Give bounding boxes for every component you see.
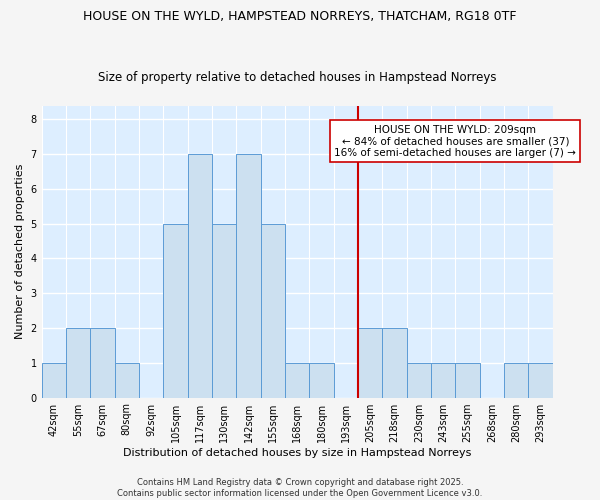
Bar: [358, 328, 382, 398]
Bar: [260, 224, 285, 398]
Bar: [529, 363, 553, 398]
Bar: [236, 154, 260, 398]
Bar: [212, 224, 236, 398]
X-axis label: Distribution of detached houses by size in Hampstead Norreys: Distribution of detached houses by size …: [123, 448, 472, 458]
Bar: [91, 328, 115, 398]
Text: HOUSE ON THE WYLD: 209sqm
← 84% of detached houses are smaller (37)
16% of semi-: HOUSE ON THE WYLD: 209sqm ← 84% of detac…: [334, 124, 576, 158]
Bar: [66, 328, 91, 398]
Text: HOUSE ON THE WYLD, HAMPSTEAD NORREYS, THATCHAM, RG18 0TF: HOUSE ON THE WYLD, HAMPSTEAD NORREYS, TH…: [83, 10, 517, 23]
Bar: [188, 154, 212, 398]
Bar: [382, 328, 407, 398]
Bar: [407, 363, 431, 398]
Title: Size of property relative to detached houses in Hampstead Norreys: Size of property relative to detached ho…: [98, 70, 496, 84]
Bar: [285, 363, 310, 398]
Y-axis label: Number of detached properties: Number of detached properties: [15, 164, 25, 339]
Bar: [163, 224, 188, 398]
Bar: [455, 363, 479, 398]
Bar: [310, 363, 334, 398]
Text: Contains HM Land Registry data © Crown copyright and database right 2025.
Contai: Contains HM Land Registry data © Crown c…: [118, 478, 482, 498]
Bar: [115, 363, 139, 398]
Bar: [41, 363, 66, 398]
Bar: [431, 363, 455, 398]
Bar: [504, 363, 529, 398]
